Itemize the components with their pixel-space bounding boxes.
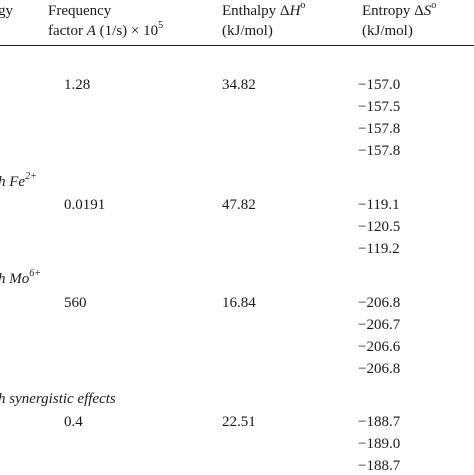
group-3-entropy-4: −206.8 (358, 361, 401, 377)
group-1-entropy-4: −157.8 (358, 143, 401, 159)
group-1-entropy-2: −157.5 (358, 99, 401, 115)
group-4-entropy-3: −188.7 (358, 458, 401, 474)
group-3-label: h Mo6+ (0, 268, 41, 288)
header-frequency-line2: factor A (1/s) × 105 (48, 20, 164, 40)
group-2-frequency: 0.0191 (64, 197, 106, 213)
group-1-entropy-3: −157.8 (358, 121, 401, 137)
header-col1: gy (0, 3, 13, 19)
group-4-entropy-1: −188.7 (358, 414, 401, 430)
header-entropy-line1: Entropy ΔSo (362, 0, 437, 20)
group-4-entropy-2: −189.0 (358, 436, 401, 452)
group-3-entropy-1: −206.8 (358, 295, 401, 311)
group-3-enthalpy: 16.84 (222, 295, 256, 311)
group-2-entropy-2: −120.5 (358, 219, 401, 235)
header-entropy-line2: (kJ/mol) (362, 23, 413, 39)
header-rule (0, 45, 474, 46)
group-3-frequency: 560 (64, 295, 87, 311)
group-4-label: h synergistic effects (0, 391, 116, 407)
header-frequency-line1: Frequency (48, 3, 112, 19)
group-4-frequency: 0.4 (64, 414, 83, 430)
header-enthalpy-line2: (kJ/mol) (222, 23, 273, 39)
group-1-enthalpy: 34.82 (222, 77, 256, 93)
group-1-frequency: 1.28 (64, 77, 91, 93)
group-3-entropy-3: −206.6 (358, 339, 401, 355)
group-2-entropy-3: −119.2 (358, 241, 400, 257)
group-4-enthalpy: 22.51 (222, 414, 256, 430)
group-2-enthalpy: 47.82 (222, 197, 256, 213)
group-1-entropy-1: −157.0 (358, 77, 401, 93)
group-2-entropy-1: −119.1 (358, 197, 400, 213)
group-2-label: h Fe2+ (0, 171, 37, 191)
group-3-entropy-2: −206.7 (358, 317, 401, 333)
header-enthalpy-line1: Enthalpy ΔHo (222, 0, 306, 20)
